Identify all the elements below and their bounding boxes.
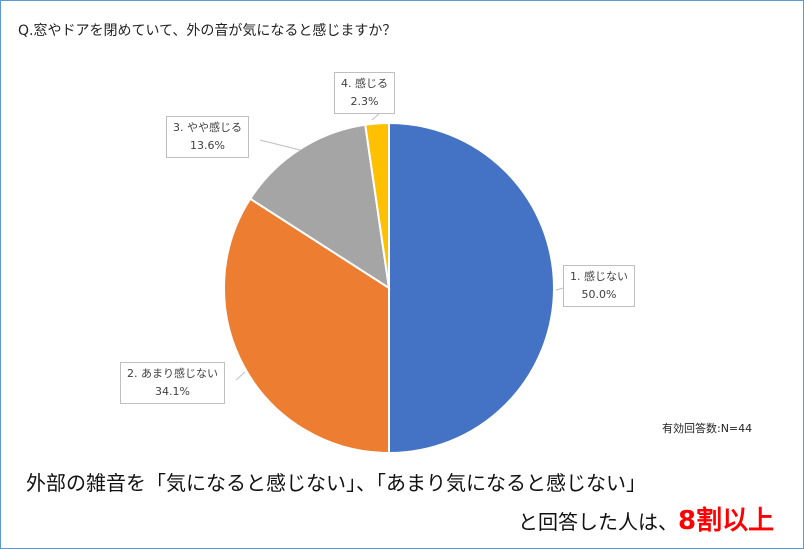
leader-line-1 [555, 287, 564, 291]
pie-slice-3 [248, 123, 391, 291]
data-label-1: 1. 感じない 50.0% [563, 265, 635, 307]
sample-size-note: 有効回答数:N=44 [662, 422, 753, 435]
leader-line-2 [235, 371, 246, 381]
caption-line1: 外部の雑音を「気になると感じない」、「あまり気になると感じない」 [26, 471, 646, 495]
pie-slice-1 [388, 121, 555, 455]
caption-line2: と回答した人は、8割以上 [518, 506, 775, 536]
leader-line-4 [371, 112, 381, 121]
data-label-2: 2. あまり感じない 34.1% [120, 362, 225, 404]
chart-title: Q.窓やドアを閉めていて、外の音が気になると感じますか？ [18, 23, 397, 39]
pie-slice-4 [364, 121, 390, 289]
leader-line-3 [259, 139, 301, 151]
data-label-3: 3. やや感じる 13.6% [166, 116, 249, 158]
caption-highlight: 8割以上 [678, 506, 775, 536]
data-label-4: 4. 感じる 2.3% [334, 72, 395, 114]
